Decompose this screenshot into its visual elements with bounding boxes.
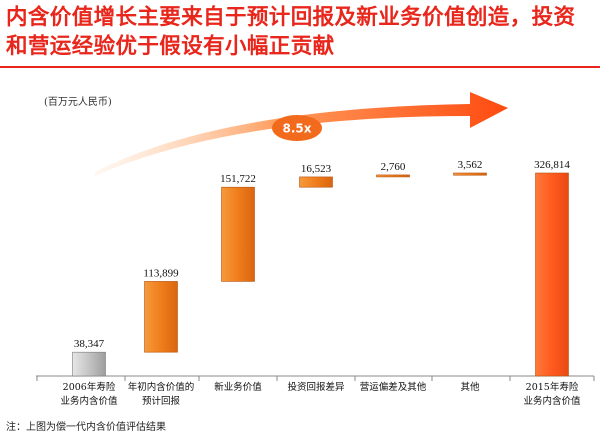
category-label: 投资回报差异: [287, 381, 345, 393]
waterfall-bar: [299, 176, 333, 188]
category-label: 2006年寿险: [63, 381, 116, 393]
category-separators: [36, 376, 595, 381]
growth-multiple-label: 8.5x: [283, 122, 312, 136]
category-label: 业务内含价值: [60, 395, 118, 407]
category-label: 预计回报: [142, 395, 181, 407]
bar-value-label: 3,562: [458, 159, 483, 171]
bar-value-label: 16,523: [301, 163, 332, 175]
waterfall-bar: [72, 351, 106, 377]
bar-value-label: 151,722: [220, 173, 256, 185]
category-label: 营运偏差及其他: [360, 381, 427, 393]
title-divider: [0, 66, 600, 68]
category-label: 其他: [460, 381, 480, 393]
category-label: 年初内含价值的: [128, 381, 195, 393]
category-label: 2015年寿险: [526, 381, 579, 393]
waterfall-bar: [453, 172, 487, 176]
waterfall-bar: [376, 174, 410, 178]
footnote: 注：上图为偿一代内含价值评估结果: [6, 422, 166, 433]
bars-group: [72, 172, 569, 377]
category-label: 新业务价值: [214, 381, 262, 393]
bar-value-label: 38,347: [74, 338, 105, 350]
unit-label: (百万元人民币): [44, 97, 112, 108]
category-label: 业务内含价值: [523, 395, 581, 407]
value-labels-group: 38,347 113,899 151,722 16,523 2,760 3,562 326,…: [74, 159, 571, 350]
growth-arrow: [95, 92, 508, 176]
bar-value-label: 2,760: [381, 161, 406, 173]
waterfall-bar: [535, 172, 569, 377]
slide-title: 内含价值增长主要来自于预计回报及新业务价值创造，投资和营运经验优于假设有小幅正贡…: [6, 5, 576, 59]
bar-value-label: 326,814: [534, 159, 570, 171]
waterfall-bar: [144, 281, 178, 353]
growth-badge: 8.5x: [272, 115, 322, 141]
waterfall-bar: [221, 186, 255, 282]
bar-value-label: 113,899: [143, 267, 179, 279]
